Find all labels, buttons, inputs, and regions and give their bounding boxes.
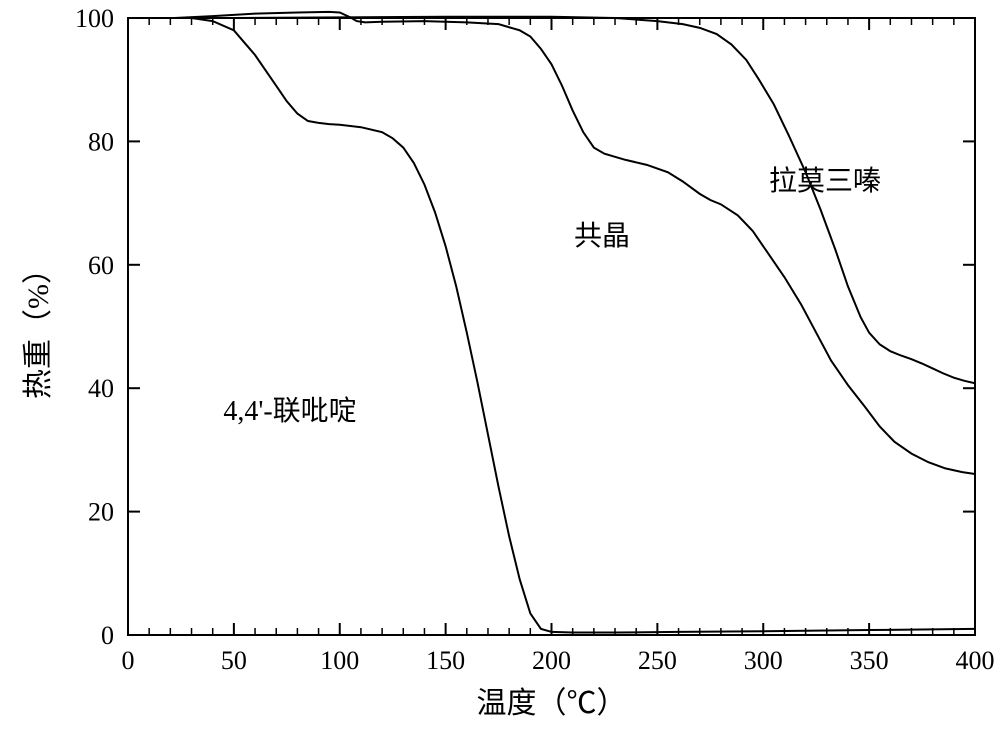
y-tick-label: 0 xyxy=(101,621,114,650)
series-label-1: 共晶 xyxy=(574,220,630,252)
x-tick-label: 150 xyxy=(426,646,465,675)
tga-chart: 0 50 100 150 200 250 300 350 400 0 20 40 60 80 100 温度（℃… xyxy=(0,0,1000,740)
x-tick-label: 400 xyxy=(956,646,995,675)
series-label-0: 4,4'-联吡啶 xyxy=(223,395,356,427)
x-tick-label: 250 xyxy=(638,646,677,675)
y-tick-label: 40 xyxy=(88,374,114,403)
x-tick-label: 200 xyxy=(532,646,571,675)
curve-series-2 xyxy=(175,17,975,383)
x-tick-label: 350 xyxy=(850,646,889,675)
y-tick-label: 60 xyxy=(88,251,114,280)
chart-svg: 0 50 100 150 200 250 300 350 400 0 20 40 60 80 100 温度（℃… xyxy=(0,0,1000,740)
y-axis-label: 热重（%） xyxy=(22,254,55,399)
x-tick-label: 100 xyxy=(320,646,359,675)
y-tick-label: 100 xyxy=(75,4,114,33)
curve-series-0 xyxy=(175,18,975,633)
y-tick-label: 80 xyxy=(88,127,114,156)
y-tick-label: 20 xyxy=(88,498,114,527)
x-axis-label: 温度（℃） xyxy=(477,687,627,720)
x-tick-label: 0 xyxy=(122,646,135,675)
plot-frame xyxy=(128,18,975,635)
x-tick-label: 50 xyxy=(221,646,247,675)
x-tick-label: 300 xyxy=(744,646,783,675)
series-label-2: 拉莫三嗪 xyxy=(769,165,881,197)
